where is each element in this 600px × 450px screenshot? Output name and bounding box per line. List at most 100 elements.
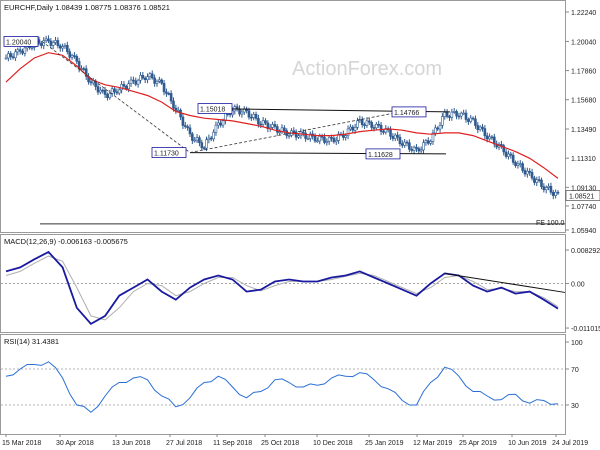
candle-body [167,93,171,95]
candle-body [181,116,185,126]
candle-body [313,135,317,142]
rsi-tick-label: 100 [571,340,583,347]
candle-body [316,140,319,143]
candle-body [500,144,503,146]
candle-body [337,133,340,141]
candle-body [434,127,437,134]
level-label: 1.14766 [394,110,419,117]
rsi-panel-frame [0,334,566,435]
candle-body [238,108,241,115]
level-label-box [365,148,401,160]
x-axis-label: 25 Jan 2019 [365,440,404,447]
rsi-title: RSI(14) 31.4381 [4,337,59,346]
price-axis-ticks: 1.22240 1.20040 1.17860 1.15680 1.13490 1.113… [565,10,596,235]
candle-body [219,122,222,126]
projection-dashed-line [189,111,401,153]
price-tick-label: 1.05940 [571,228,596,235]
candle-body [49,40,53,46]
candle-body [523,170,527,175]
candle-body [56,40,60,47]
candle-body [214,124,218,133]
candle-body [393,134,397,139]
level-label-box [391,106,427,118]
candle-body [247,110,251,118]
candle-body [327,136,331,142]
candle-body [544,187,548,191]
candle-body [143,77,147,81]
candle-body [478,126,482,130]
candle-body [162,82,166,93]
candle-body [68,51,71,58]
candle-body [89,81,93,84]
candle-body [96,86,100,93]
candle-body [176,109,180,112]
candle-body [44,38,48,41]
candle-body [63,45,67,47]
rsi-tick-label: 30 [571,403,579,410]
candle-body [450,111,454,118]
candle-body [415,146,418,149]
candle-body [186,126,189,129]
x-axis-label: 10 Jun 2019 [508,440,547,447]
candle-body [297,135,300,138]
candle-body [530,172,534,179]
candle-body [273,124,277,127]
candle-body [150,73,154,79]
candle-body [521,163,524,171]
candle-body [250,116,253,119]
candle-body [275,126,279,133]
candle-body [240,111,244,115]
level-label-box [197,103,233,114]
candle-body [547,185,550,188]
candle-body [490,136,494,139]
moving-average-line [5,52,559,179]
macd-title: MACD(12,26,9) -0.006163 -0.005675 [4,237,128,246]
candle-body [148,73,152,78]
candle-body [549,185,553,193]
candle-body [16,49,20,53]
candle-body [382,131,385,133]
candle-body [113,88,116,93]
candle-body [408,142,411,150]
candle-body [136,79,140,85]
candle-body [99,89,102,93]
candle-body [165,91,168,94]
candle-body [141,75,145,79]
price-panel-frame [0,0,566,233]
candle-body [209,137,213,140]
candle-body [551,192,555,196]
candle-body [106,94,109,98]
candle-body [195,137,199,141]
candle-body [174,107,178,111]
candle-body [58,45,62,49]
candle-body [117,89,121,94]
candle-body [264,120,267,124]
candle-body [21,50,24,54]
candle-body [455,111,458,117]
candle-body [377,123,381,126]
candle-body [330,136,333,139]
candle-body [389,129,392,137]
macd-tick-label: 0.00 [571,282,585,289]
candle-body [370,122,373,128]
candle-body [318,136,322,142]
candle-body [323,136,326,143]
candle-body [82,68,86,70]
candle-body [488,136,491,140]
channel-lower-line [189,152,447,155]
candle-body [294,131,298,138]
candle-body [422,142,425,151]
candle-body [155,80,159,84]
candle-body [61,46,64,49]
candle-body [125,85,128,90]
candle-body [334,140,338,143]
candle-body [514,162,517,166]
candle-body [516,163,520,166]
candle-body [325,141,329,143]
candle-body [4,57,8,60]
candle-body [153,77,156,84]
candle-body [459,112,463,117]
candle-body [502,145,506,153]
candle-body [11,56,15,59]
candle-body [261,120,265,125]
